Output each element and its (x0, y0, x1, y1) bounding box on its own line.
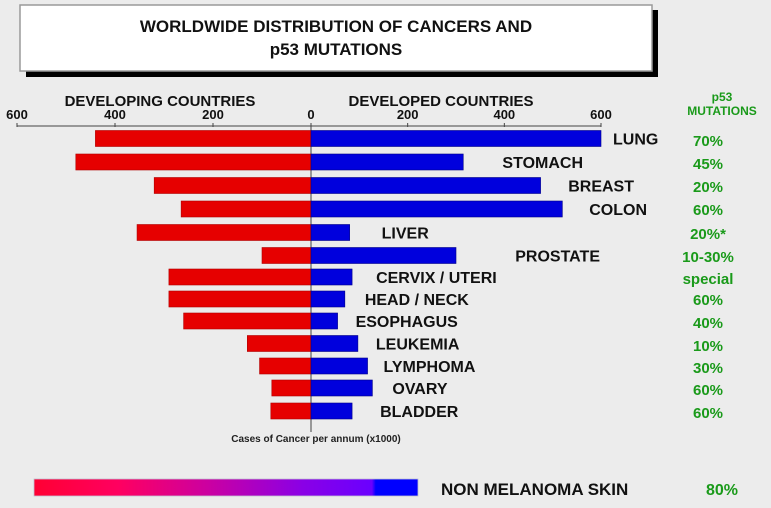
p53-mutation-value: 45% (693, 156, 723, 173)
title-box (19, 4, 653, 72)
category-label: BLADDER (380, 404, 459, 421)
bar-developing-leukemia (247, 335, 312, 352)
p53-mutation-value: 10% (693, 338, 723, 355)
bar-developed-head-neck (310, 290, 346, 308)
bar-developing-breast (153, 177, 312, 194)
p53-mutation-value: 60% (693, 405, 723, 422)
p53-mutation-value: 60% (693, 382, 723, 399)
right-tick-label: 200 (397, 107, 419, 122)
p53-mutation-value: 60% (693, 292, 723, 309)
x-axis-label: Cases of Cancer per annum (x1000) (231, 434, 401, 445)
p53-mutation-value: 20% (693, 179, 723, 196)
bar-developing-lymphoma (259, 357, 312, 375)
category-label: HEAD / NECK (365, 292, 469, 309)
bar-developing-cervix-uteri (168, 268, 312, 286)
bar-developing-liver (136, 224, 312, 241)
bar-developing-stomach (75, 153, 312, 171)
category-label: CERVIX / UTERI (376, 270, 497, 287)
p53-mutation-value: 60% (693, 202, 723, 219)
p53-mutation-value: 20%* (690, 226, 726, 243)
bar-developed-prostate (310, 247, 457, 264)
category-label: LEUKEMIA (376, 337, 460, 354)
right-tick-label: 600 (590, 107, 612, 122)
category-label: PROSTATE (515, 249, 600, 266)
bar-developed-colon (310, 200, 563, 218)
title-box: WORLDWIDE DISTRIBUTION OF CANCERS AND p53… (19, 4, 658, 77)
bar-developed-esophagus (310, 312, 338, 330)
category-label: BREAST (568, 179, 634, 196)
bar-developed-breast (310, 177, 541, 194)
left-header-developing-countries: DEVELOPING COUNTRIES (65, 93, 256, 110)
bar-non-melanoma-skin (33, 478, 419, 497)
category-label: STOMACH (502, 155, 583, 172)
bar-developed-stomach (310, 153, 464, 171)
chart-title-line-1: WORLDWIDE DISTRIBUTION OF CANCERS AND (140, 17, 532, 36)
category-label: LUNG (613, 132, 658, 149)
category-label: LIVER (382, 226, 430, 243)
p53-header-line-1: p53 (712, 90, 733, 104)
left-tick-label: 600 (6, 107, 28, 122)
category-label-non-melanoma-skin: NON MELANOMA SKIN (441, 480, 628, 499)
bar-developed-leukemia (310, 335, 359, 352)
category-label: LYMPHOMA (384, 359, 476, 376)
bar-developed-ovary (310, 379, 373, 397)
bar-developing-head-neck (168, 290, 312, 308)
bar-developing-esophagus (183, 312, 312, 330)
bar-developed-liver (310, 224, 350, 241)
p53-mutation-value: 10-30% (682, 249, 734, 266)
bar-developed-cervix-uteri (310, 268, 353, 286)
p53-header-line-2: MUTATIONS (687, 104, 757, 118)
p53-mutation-value: 40% (693, 315, 723, 332)
chart-title-line-2: p53 MUTATIONS (270, 40, 403, 59)
right-tick-label: 400 (493, 107, 515, 122)
bar-developing-ovary (271, 379, 312, 397)
right-header-developed-countries: DEVELOPED COUNTRIES (348, 93, 533, 110)
p53-mutation-value: 70% (693, 133, 723, 150)
bar-developing-lung (95, 130, 312, 147)
category-label: COLON (589, 202, 647, 219)
bar-developing-bladder (270, 402, 312, 420)
left-tick-label: 400 (104, 107, 126, 122)
bar-developed-lymphoma (310, 357, 368, 375)
p53-mutation-value: special (683, 271, 734, 288)
p53-mutation-value: 30% (693, 360, 723, 377)
right-tick-label: 0 (307, 107, 314, 122)
category-label: ESOPHAGUS (356, 314, 459, 331)
bar-developed-bladder (310, 402, 353, 420)
bar-developed-lung (310, 130, 602, 147)
p53-mutation-value-non-melanoma-skin: 80% (706, 482, 738, 499)
category-label: OVARY (392, 381, 447, 398)
left-tick-label: 200 (202, 107, 224, 122)
bar-developing-colon (180, 200, 312, 218)
bar-developing-prostate (261, 247, 312, 264)
